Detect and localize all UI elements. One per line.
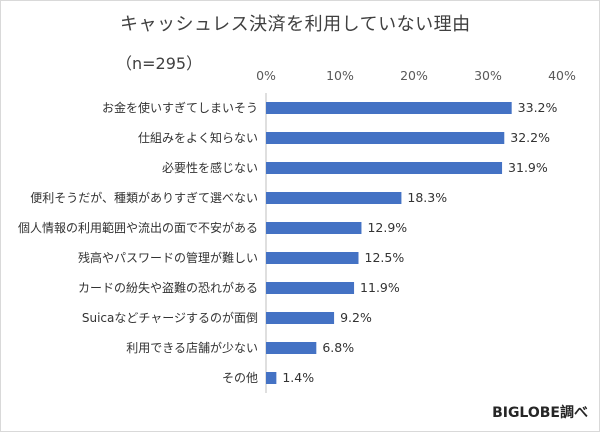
- x-tick-label: 30%: [474, 68, 502, 83]
- data-label: 33.2%: [518, 100, 558, 115]
- bar: [266, 342, 317, 354]
- category-label: 仕組みをよく知らない: [138, 131, 258, 145]
- category-label: 利用できる店舗が少ない: [126, 340, 258, 355]
- x-tick-label: 20%: [400, 68, 428, 83]
- bar: [266, 132, 505, 144]
- data-label: 9.2%: [340, 310, 372, 325]
- x-tick-label: 10%: [326, 68, 354, 83]
- category-label: 便利そうだが、種類がありすぎて選べない: [30, 190, 258, 205]
- category-label: カードの紛失や盗難の恐れがある: [78, 280, 258, 295]
- category-label: Suicaなどチャージするのが面倒: [82, 310, 258, 325]
- bar: [266, 252, 359, 264]
- data-label: 1.4%: [282, 370, 314, 385]
- data-label: 6.8%: [322, 340, 354, 355]
- data-label: 18.3%: [407, 190, 447, 205]
- x-tick-label: 0%: [256, 68, 276, 83]
- chart-title: キャッシュレス決済を利用していない理由: [120, 14, 471, 35]
- chart-subtitle: （n=295）: [116, 54, 203, 73]
- x-tick-label: 40%: [548, 68, 576, 83]
- data-label: 12.5%: [365, 250, 405, 265]
- category-label: その他: [222, 371, 258, 385]
- bar: [266, 282, 355, 294]
- category-label: 残高やパスワードの管理が難しい: [78, 250, 258, 265]
- bar: [266, 162, 503, 174]
- category-label: 個人情報の利用範囲や流出の面で不安がある: [18, 220, 258, 235]
- category-label: お金を使いすぎてしまいそう: [102, 100, 258, 115]
- bar: [266, 102, 512, 114]
- bar: [266, 312, 335, 324]
- data-label: 32.2%: [510, 130, 550, 145]
- bar: [266, 372, 277, 384]
- data-label: 11.9%: [360, 280, 400, 295]
- source-credit: BIGLOBE調べ: [492, 405, 588, 421]
- data-label: 12.9%: [367, 220, 407, 235]
- bar: [266, 222, 362, 234]
- data-label: 31.9%: [508, 160, 548, 175]
- bar: [266, 192, 402, 204]
- category-label: 必要性を感じない: [162, 160, 258, 175]
